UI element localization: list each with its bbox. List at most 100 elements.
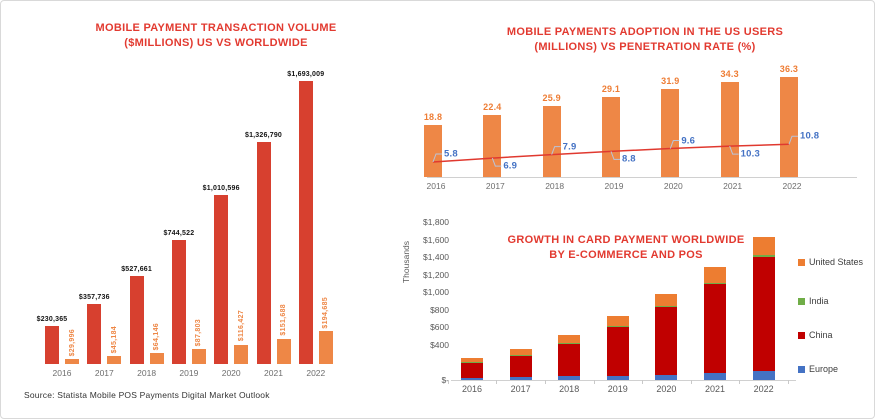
stack-europe-2022	[752, 371, 775, 380]
source-note: Source: Statista Mobile POS Payments Dig…	[24, 390, 270, 400]
x-tick-2021: 2021	[723, 181, 743, 191]
legend-item-china: China	[798, 330, 833, 340]
x-tick-2016: 2016	[461, 384, 483, 394]
legend-item-europe: Europe	[798, 364, 838, 374]
y-tick-$1,000: $1,000	[423, 287, 449, 298]
us-value-label-text: $194,685	[322, 296, 330, 329]
adoption-bar-2020	[661, 88, 680, 177]
us-value-label: $87,803	[192, 319, 206, 346]
adoption-value-label: 25.9	[542, 92, 561, 103]
adoption-value-label: 31.9	[661, 75, 680, 86]
stack-europe-2021	[704, 372, 726, 380]
bar-worldwide-2021	[256, 142, 271, 364]
x-tick-mark	[544, 380, 546, 384]
bar-us-2021	[276, 338, 291, 364]
adoption-value-label: 22.4	[483, 102, 502, 113]
x-tick-mark	[642, 380, 644, 384]
worldwide-value-label: $357,736	[78, 294, 110, 302]
legend-swatch	[798, 297, 805, 305]
x-tick-2018: 2018	[559, 384, 580, 394]
stack-india-2021	[704, 283, 726, 285]
title-line: (MILLIONS) VS PENETRATION RATE (%)	[534, 41, 756, 54]
worldwide-value-label: $1,693,009	[287, 71, 325, 78]
us-value-label: $45,184	[107, 326, 121, 353]
x-axis-line	[451, 380, 796, 381]
x-tick-2020: 2020	[663, 181, 683, 191]
chart-transaction-volume-title: MOBILE PAYMENT TRANSACTION VOLUME ($MILL…	[16, 21, 416, 52]
penetration-value-label: 6.9	[503, 160, 518, 172]
penetration-value-label: 5.8	[444, 148, 458, 160]
y-tick-$-: $-	[441, 375, 449, 385]
legend-swatch	[798, 258, 805, 266]
adoption-value-label: 36.3	[779, 63, 799, 74]
chart-card-payment-growth: GROWTH IN CARD PAYMENT WORLDWIDE BY E-CO…	[396, 199, 871, 409]
legend-label: India	[809, 296, 829, 306]
chart-transaction-volume: MOBILE PAYMENT TRANSACTION VOLUME ($MILL…	[16, 13, 416, 408]
worldwide-value-label: $1,326,790	[244, 132, 283, 140]
chart-adoption-penetration: MOBILE PAYMENTS ADOPTION IN THE US USERS…	[421, 13, 869, 198]
bar-worldwide-2016	[45, 325, 59, 364]
x-tick-2019: 2019	[604, 181, 624, 191]
legend: United States India China Europe	[798, 199, 871, 409]
penetration-value-label: 8.8	[621, 153, 636, 165]
x-axis-line	[427, 177, 857, 178]
bar-us-2016	[65, 359, 79, 364]
adoption-value-label: 18.8	[423, 112, 443, 123]
x-tick-2021: 2021	[704, 384, 726, 394]
us-value-label: $194,685	[319, 297, 333, 329]
stack-united-states-2022	[752, 236, 775, 256]
us-value-label-text: $151,688	[280, 304, 287, 336]
legend-label: Europe	[809, 364, 839, 374]
title-line: MOBILE PAYMENT TRANSACTION VOLUME	[95, 22, 337, 34]
us-value-label: $29,996	[65, 329, 79, 356]
stack-china-2020	[655, 306, 678, 375]
bar-us-2017	[107, 356, 122, 364]
x-tick-2018: 2018	[137, 368, 157, 378]
bar-worldwide-2022	[298, 81, 313, 364]
us-value-label: $151,688	[277, 304, 291, 336]
legend-label: United States	[809, 257, 864, 267]
bar-us-2019	[191, 349, 206, 364]
stack-united-states-2017	[509, 349, 532, 355]
bar-worldwide-2019	[171, 239, 186, 364]
worldwide-value-label: $230,365	[36, 315, 68, 323]
us-value-label-text: $116,427	[237, 310, 245, 342]
x-tick-2016: 2016	[426, 181, 446, 191]
worldwide-value-label: $744,522	[163, 229, 195, 237]
y-tick-$400: $400	[430, 339, 449, 350]
x-tick-2022: 2022	[306, 368, 326, 378]
stack-china-2021	[704, 284, 726, 373]
chart-card-growth-title: GROWTH IN CARD PAYMENT WORLDWIDE BY E-CO…	[456, 233, 796, 264]
x-tick-2020: 2020	[656, 384, 677, 394]
legend-swatch	[798, 331, 805, 339]
worldwide-value-label: $1,010,596	[202, 185, 240, 193]
stack-china-2017	[509, 355, 532, 378]
legend-item-united-states: United States	[798, 257, 863, 267]
stack-india-2022	[752, 255, 775, 258]
x-tick-mark	[496, 380, 498, 384]
bar-us-2022	[318, 331, 333, 364]
stack-china-2018	[558, 343, 581, 377]
adoption-bar-2022	[779, 76, 798, 177]
x-tick-2020: 2020	[221, 368, 241, 378]
us-value-label-text: $29,996	[68, 328, 76, 356]
y-tick-$800: $800	[430, 304, 449, 315]
stack-india-2019	[606, 325, 629, 327]
adoption-bar-2016	[424, 125, 442, 177]
x-tick-mark	[787, 380, 789, 384]
stack-united-states-2018	[558, 335, 581, 344]
stack-europe-2020	[655, 374, 678, 380]
stack-china-2019	[606, 326, 629, 376]
stack-europe-2018	[558, 376, 581, 380]
stack-united-states-2021	[704, 266, 726, 284]
stack-india-2020	[655, 305, 678, 307]
us-value-label: $116,427	[234, 310, 248, 341]
x-tick-mark	[739, 380, 741, 384]
x-tick-2022: 2022	[782, 181, 802, 191]
x-tick-mark	[447, 380, 449, 384]
penetration-value-label: 10.8	[799, 130, 820, 142]
stack-china-2022	[752, 257, 775, 372]
adoption-value-label: 34.3	[720, 69, 739, 80]
x-tick-mark	[690, 380, 692, 384]
